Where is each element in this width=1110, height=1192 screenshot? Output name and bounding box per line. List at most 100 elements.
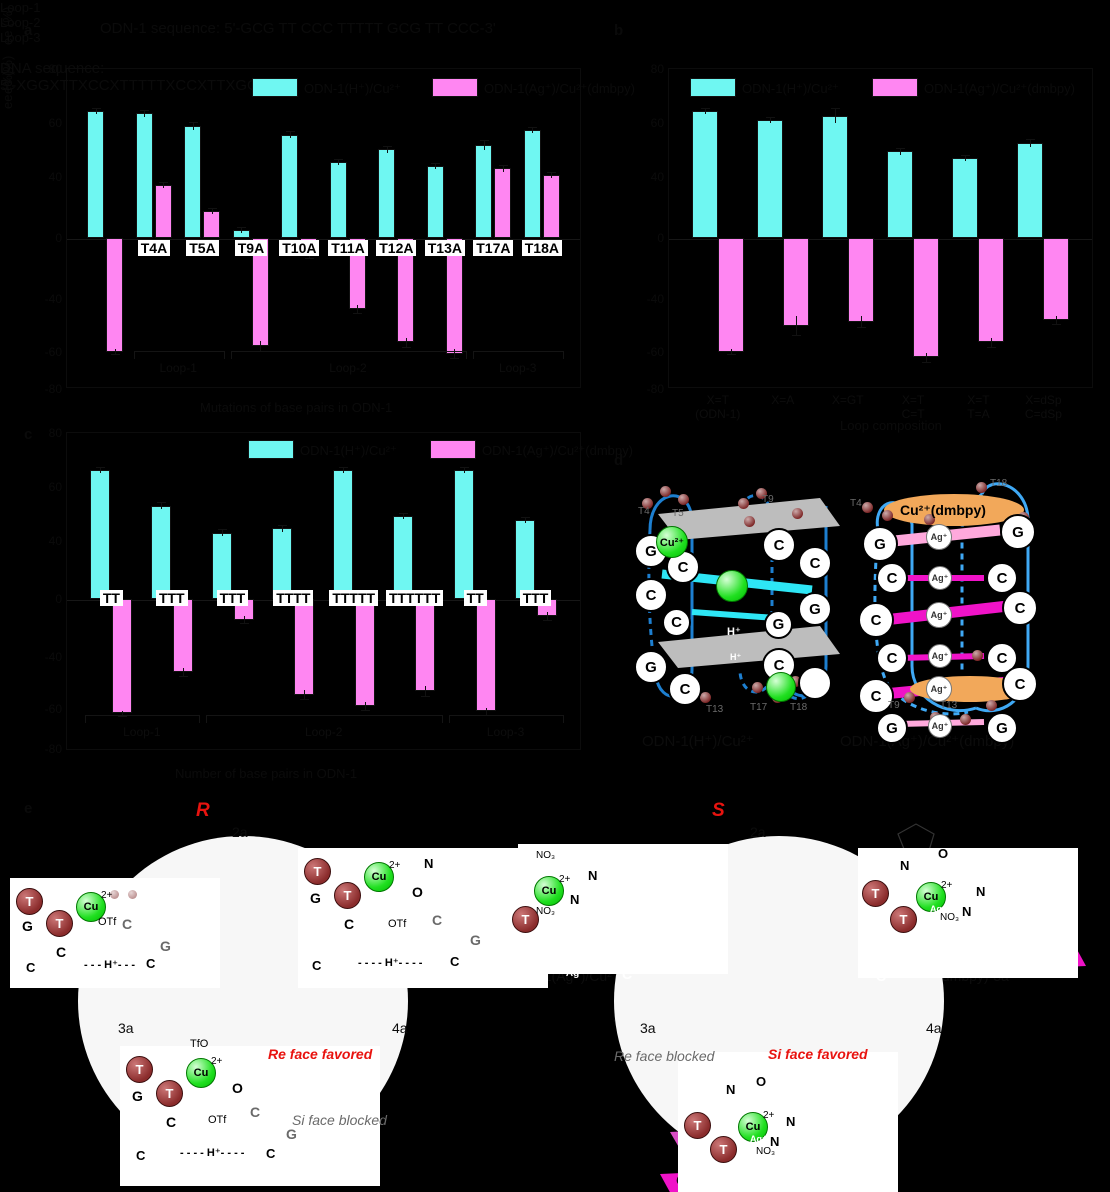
error-bar-cap: [856, 327, 866, 329]
error-bar: [551, 171, 553, 178]
thymine-node-T: T: [862, 880, 889, 907]
phosphate-bead: [678, 494, 689, 505]
base-label-C: C: [1006, 964, 1017, 980]
error-bar-cap: [1052, 323, 1062, 325]
phosphate-bead: [660, 486, 671, 497]
base-label-G: G: [470, 932, 481, 948]
bar-a-9-0: [523, 130, 541, 239]
copper-ion: [766, 672, 796, 702]
error-bar: [704, 108, 706, 115]
otf-label: OTf: [388, 918, 407, 930]
thymine-node-T: T: [710, 1136, 737, 1163]
bar-b-5-0: [1017, 143, 1044, 239]
stereo-label-S: S: [712, 800, 725, 821]
error-bar: [304, 689, 306, 700]
panel-b-legend-swatch-1: [690, 78, 736, 97]
panel-b-ytick-80: 80: [650, 62, 664, 76]
error-bar-cap: [431, 163, 441, 165]
complex-card-4: [518, 844, 728, 974]
error-bar-cap: [140, 110, 150, 112]
error-bar-cap: [110, 354, 120, 356]
error-bar-cap: [382, 146, 392, 148]
error-bar-cap: [360, 709, 370, 711]
panel-a-legend-label-1: ODN-1(H⁺)/Cu²⁺: [304, 81, 401, 96]
error-bar-cap: [300, 699, 310, 701]
error-bar: [464, 467, 466, 474]
error-bar-cap: [896, 148, 906, 150]
bar-a-0-0: [87, 111, 105, 239]
panel-c-zero-line: [67, 600, 580, 601]
loop-label-T13: T13: [940, 700, 958, 711]
error-bar-cap: [278, 525, 288, 527]
error-bar-cap: [399, 512, 409, 514]
phosphate-bead: [904, 692, 915, 703]
error-bar: [364, 702, 366, 710]
base-node-C: C: [666, 550, 700, 584]
thymine-node-T: T: [304, 858, 331, 885]
base-node-C: [798, 666, 832, 700]
base-node-C: C: [1002, 666, 1038, 702]
panel-b-ytick-0: 0: [657, 231, 664, 245]
panel-b-title-line1: DNA sequence:: [0, 60, 105, 77]
panel-b-plot-area: X=T (ODN-1) X=A X=GT X=T C=T X=T T=A X=dSp C=…: [668, 68, 1093, 421]
nitrogen-label-N: N: [976, 884, 986, 899]
error-bar-cap: [159, 182, 169, 184]
base-node-G: G: [876, 712, 908, 744]
base-label-G: G: [132, 1088, 143, 1104]
reagent-label-3a: 3a: [118, 1020, 134, 1036]
phosphate-bead: [972, 650, 983, 661]
copper-ion: Cu: [186, 1058, 216, 1088]
hplus-label-1: H⁺: [727, 626, 741, 638]
loop-label-T9: T9: [888, 700, 900, 711]
phosphate-bead: [790, 676, 801, 687]
oxygen-label-O: O: [232, 1080, 243, 1096]
error-bar: [965, 154, 967, 161]
reagent-label-3a: 3a: [640, 1020, 656, 1036]
bar-b-3-1: [913, 238, 940, 358]
bar-c-3-1: [294, 598, 315, 695]
complex-card-2: [298, 848, 548, 988]
error-bar: [1030, 138, 1032, 148]
bar-a-8-0: [475, 145, 493, 239]
xtick-label: X=dSp C=dSp: [1024, 393, 1062, 421]
phosphate-bead: [642, 498, 653, 509]
panel-a-loop-annot-1: Loop-1: [0, 0, 41, 15]
panel-a-ytick-80: 80: [48, 62, 62, 76]
base-node-C: C: [1002, 590, 1038, 626]
error-bar-cap: [520, 516, 530, 518]
mutation-tag-T18A: T18A: [521, 240, 562, 257]
silver-ion: Ag⁺: [926, 676, 952, 702]
base-label-G: G: [310, 890, 321, 906]
base-label-C: C: [450, 954, 460, 969]
group-label: Loop-2: [329, 361, 367, 375]
panel-a-ytick-m80: -80: [44, 382, 62, 396]
error-bar: [435, 163, 437, 170]
loop-length-tag: TTTTT: [329, 589, 379, 606]
phosphate-bead: [752, 682, 763, 693]
base-label-C: C: [146, 956, 156, 971]
base-node-C: C: [634, 578, 668, 612]
panel-a-letter: a: [24, 22, 33, 39]
loop-label-T18: T18: [790, 702, 808, 713]
reagent-label-4a: 4a: [392, 1020, 408, 1036]
nitrogen-label-N: N: [962, 904, 972, 919]
error-bar: [95, 108, 97, 115]
oxygen-label-O: O: [412, 884, 423, 900]
error-bar-cap: [460, 467, 470, 469]
thymine-node-T: T: [512, 906, 539, 933]
phosphate-bead: [110, 890, 119, 899]
error-bar: [454, 348, 456, 359]
base-label-C: C: [528, 968, 539, 984]
error-bar-cap: [334, 158, 344, 160]
error-bar-cap: [450, 358, 460, 360]
xtick-label: X=T C=T: [901, 393, 925, 421]
error-bar: [100, 467, 102, 474]
nitrogen-label-N: N: [424, 856, 434, 871]
base-label-G: G: [840, 1122, 851, 1138]
base-label-G: G: [22, 918, 33, 934]
panel-a-ytick-60: 60: [48, 116, 62, 130]
bar-c-0-1: [112, 598, 133, 714]
error-bar-cap: [338, 467, 348, 469]
panel-a-ytick-40: 40: [48, 170, 62, 184]
group-bracket: [206, 715, 443, 723]
